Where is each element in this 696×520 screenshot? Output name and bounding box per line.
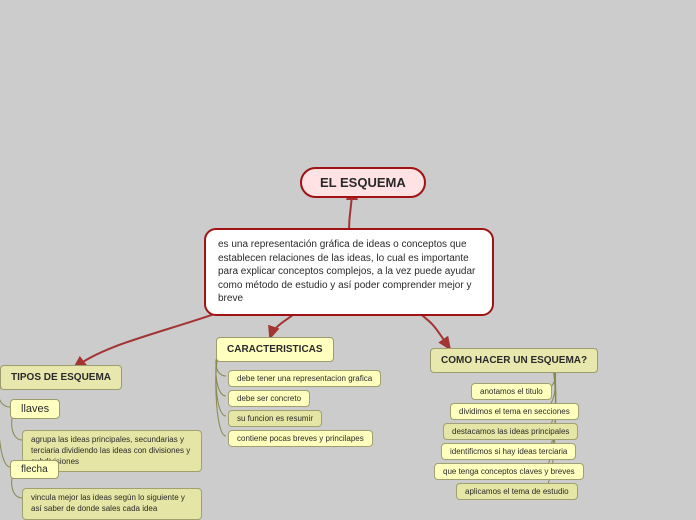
branch-caracteristicas-title: CARACTERISTICAS bbox=[227, 344, 323, 355]
node-llaves[interactable]: llaves bbox=[10, 399, 60, 419]
como-item-2[interactable]: destacamos las ideas principales bbox=[443, 423, 578, 440]
como-item-1-text: dividimos el tema en secciones bbox=[459, 407, 570, 416]
root-node[interactable]: EL ESQUEMA bbox=[300, 167, 426, 198]
edge-caract-4 bbox=[216, 356, 226, 436]
edge-llaves-detail bbox=[12, 416, 22, 440]
caract-item-0[interactable]: debe tener una representacion grafica bbox=[228, 370, 381, 387]
como-item-3[interactable]: identificmos si hay ideas terciaria bbox=[441, 443, 576, 460]
como-item-4-text: que tenga conceptos claves y breves bbox=[443, 467, 575, 476]
description-text: es una representación gráfica de ideas o… bbox=[218, 239, 475, 304]
node-flecha-label: flecha bbox=[21, 464, 48, 475]
como-item-2-text: destacamos las ideas principales bbox=[452, 427, 569, 436]
como-item-5-text: aplicamos el tema de estudio bbox=[465, 487, 569, 496]
caract-item-2[interactable]: su funcion es resumir bbox=[228, 410, 322, 427]
branch-tipos-title: TIPOS DE ESQUEMA bbox=[11, 372, 111, 383]
edge-tipos-flecha bbox=[0, 384, 10, 467]
caract-item-1-text: debe ser concreto bbox=[237, 394, 301, 403]
description-node[interactable]: es una representación gráfica de ideas o… bbox=[204, 228, 494, 316]
edge-caract-3 bbox=[216, 356, 226, 416]
caract-item-2-text: su funcion es resumir bbox=[237, 414, 313, 423]
branch-como-title: COMO HACER UN ESQUEMA? bbox=[441, 355, 587, 366]
root-title: EL ESQUEMA bbox=[320, 175, 406, 190]
como-item-5[interactable]: aplicamos el tema de estudio bbox=[456, 483, 578, 500]
branch-tipos[interactable]: TIPOS DE ESQUEMA bbox=[0, 365, 122, 390]
caract-item-3-text: contiene pocas breves y princilapes bbox=[237, 434, 364, 443]
edge-caract-2 bbox=[216, 356, 226, 396]
como-item-1[interactable]: dividimos el tema en secciones bbox=[450, 403, 579, 420]
node-flecha-detail[interactable]: vincula mejor las ideas según lo siguien… bbox=[22, 488, 202, 520]
como-item-4[interactable]: que tenga conceptos claves y breves bbox=[434, 463, 584, 480]
edge-flecha-detail bbox=[12, 476, 22, 498]
caract-item-3[interactable]: contiene pocas breves y princilapes bbox=[228, 430, 373, 447]
como-item-3-text: identificmos si hay ideas terciaria bbox=[450, 447, 567, 456]
node-flecha[interactable]: flecha bbox=[10, 460, 59, 479]
caract-item-1[interactable]: debe ser concreto bbox=[228, 390, 310, 407]
branch-caracteristicas[interactable]: CARACTERISTICAS bbox=[216, 337, 334, 362]
como-item-0[interactable]: anotamos el titulo bbox=[471, 383, 552, 400]
node-llaves-label: llaves bbox=[21, 403, 49, 415]
node-flecha-detail-text: vincula mejor las ideas según lo siguien… bbox=[31, 493, 185, 513]
caract-item-0-text: debe tener una representacion grafica bbox=[237, 374, 372, 383]
como-item-0-text: anotamos el titulo bbox=[480, 387, 543, 396]
branch-como[interactable]: COMO HACER UN ESQUEMA? bbox=[430, 348, 598, 373]
